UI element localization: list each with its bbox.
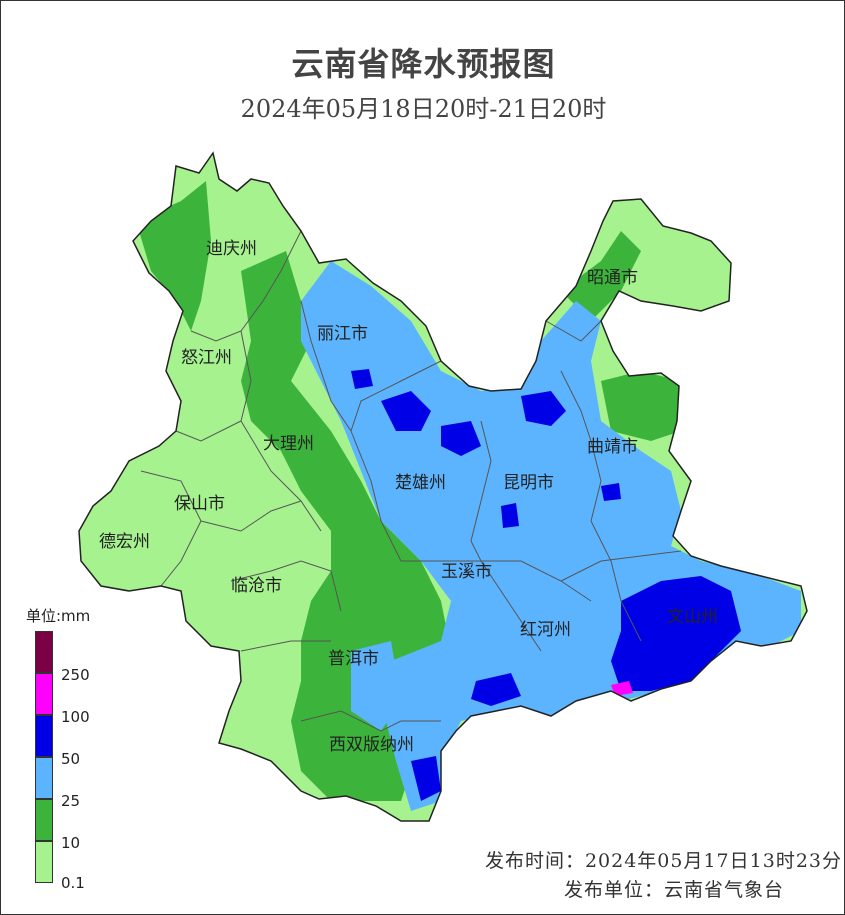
- rain-area-heavy-1: [381, 391, 431, 431]
- legend-swatch: [35, 841, 53, 883]
- city-label: 德宏州: [99, 532, 150, 552]
- city-label: 西双版纳州: [329, 735, 414, 755]
- legend-swatch: [35, 799, 53, 841]
- city-label: 怒江州: [181, 348, 232, 368]
- legend-swatch: [35, 631, 53, 673]
- legend-swatch: [35, 715, 53, 757]
- city-label: 临沧市: [231, 576, 282, 596]
- rain-area-heavy-7: [601, 483, 621, 501]
- rain-area-heavy-4: [471, 673, 521, 706]
- city-label: 昆明市: [503, 473, 554, 493]
- city-label: 迪庆州: [206, 239, 257, 259]
- rain-area-heavy-8: [501, 503, 519, 528]
- city-labels: 迪庆州 丽江市 昭通市 怒江州 大理州 曲靖市 楚雄州 昆明市 保山市 德宏州 …: [99, 239, 718, 755]
- map-subtitle: 2024年05月18日20时-21日20时: [240, 95, 607, 123]
- legend-tick: 0.1: [61, 874, 85, 892]
- city-label: 楚雄州: [395, 473, 446, 493]
- issuer: 发布单位：云南省气象台: [563, 879, 784, 901]
- city-label: 玉溪市: [441, 562, 492, 582]
- issue-time: 发布时间：2024年05月17日13时23分: [484, 850, 842, 872]
- legend-swatch: [35, 673, 53, 715]
- legend-tick: 100: [61, 708, 90, 726]
- rain-area-extreme: [611, 681, 633, 696]
- rain-area-green-east: [601, 371, 681, 441]
- city-label: 昭通市: [587, 268, 638, 288]
- rain-area-heavy-6: [351, 369, 373, 389]
- rain-area-heavy-2: [521, 391, 566, 426]
- city-label: 红河州: [520, 620, 571, 640]
- rain-area-blue-west: [351, 641, 401, 731]
- prefecture-boundaries: [140, 230, 682, 732]
- city-label: 保山市: [174, 494, 225, 514]
- map-title: 云南省降水预报图: [291, 45, 556, 83]
- city-label: 曲靖市: [587, 437, 638, 457]
- rain-area-heavy-5: [411, 756, 441, 801]
- rain-area-heavy-ws: [611, 576, 741, 691]
- city-label: 大理州: [263, 434, 314, 454]
- city-label: 普洱市: [328, 649, 379, 669]
- legend-tick: 50: [61, 750, 81, 768]
- legend-tick: 25: [61, 792, 81, 810]
- city-label: 文山州: [667, 607, 718, 627]
- legend-title: 单位:mm: [26, 607, 91, 625]
- legend-swatch: [35, 757, 53, 799]
- rain-area-heavy-3: [441, 421, 481, 456]
- legend-tick: 250: [61, 666, 90, 684]
- legend-tick: 10: [61, 834, 81, 852]
- rain-area-green-zt: [561, 231, 641, 321]
- city-label: 丽江市: [317, 324, 368, 344]
